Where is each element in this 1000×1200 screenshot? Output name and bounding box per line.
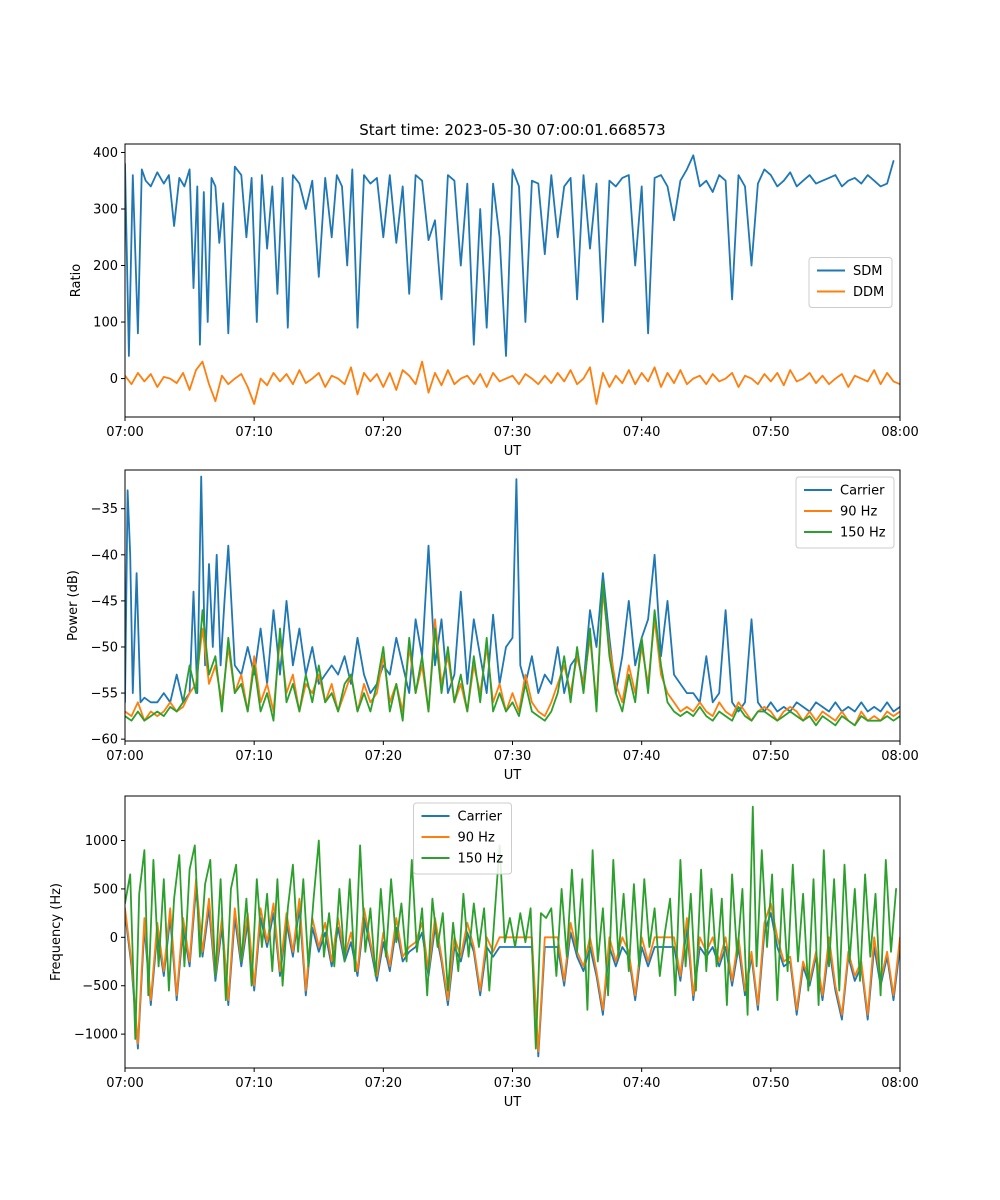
- ratio-y-tick-label: 200: [93, 259, 118, 274]
- ratio-x-tick-label: 07:10: [235, 425, 272, 440]
- ratio-x-tick-label: 07:50: [752, 425, 789, 440]
- power-legend-label-carrier: Carrier: [840, 484, 885, 499]
- power-legend: Carrier 90 Hz 150 Hz: [795, 476, 895, 549]
- power-x-tick-label: 07:30: [494, 749, 531, 764]
- ratio-x-tick-label: 07:40: [623, 425, 660, 440]
- ratio-series-sdm: [125, 154, 895, 357]
- ratio-y-axis-label: Ratio: [69, 264, 84, 297]
- ratio-x-tick-label: 07:30: [494, 425, 531, 440]
- frequency-x-tick-label: 07:10: [235, 1076, 272, 1091]
- power-y-tick-label: −40: [91, 548, 118, 563]
- ratio-x-tick-label: 08:00: [881, 425, 918, 440]
- power-x-axis-label: UT: [504, 768, 522, 783]
- ratio-legend-label-sdm: SDM: [853, 264, 882, 279]
- frequency-x-tick-label: 08:00: [881, 1076, 918, 1091]
- frequency-panel: 07:00 07:10 07:20 07:30 07:40 07:50 08:00 −1000…: [49, 795, 919, 1110]
- ratio-legend: SDM DDM: [808, 257, 893, 308]
- frequency-x-tick-label: 07:50: [752, 1076, 789, 1091]
- frequency-legend-label-150-hz: 150 Hz: [458, 852, 504, 867]
- frequency-series-150-hz: [125, 805, 897, 1050]
- ratio-x-axis-label: UT: [504, 444, 522, 459]
- ratio-series-ddm: [125, 360, 900, 405]
- power-legend-label-90-hz: 90 Hz: [840, 505, 877, 520]
- frequency-legend-label-carrier: Carrier: [458, 810, 503, 825]
- ratio-y-tick-label: 100: [93, 316, 118, 331]
- frequency-series-carrier: [125, 888, 900, 1058]
- ratio-x-tick-label: 07:00: [106, 425, 143, 440]
- frequency-y-tick-label: 0: [110, 931, 118, 946]
- power-x-tick-label: 07:00: [106, 749, 143, 764]
- power-x-tick-label: 08:00: [881, 749, 918, 764]
- frequency-y-tick-label: −500: [82, 979, 118, 994]
- power-y-tick-label: −50: [91, 640, 118, 655]
- power-y-tick-label: −55: [91, 687, 118, 702]
- frequency-y-tick-label: 1000: [85, 834, 118, 849]
- power-legend-label-150-hz: 150 Hz: [840, 526, 886, 541]
- power-y-tick-label: −60: [91, 733, 118, 748]
- ratio-y-tick-label: 400: [93, 146, 118, 161]
- frequency-y-tick-label: 500: [93, 882, 118, 897]
- power-y-tick-label: −35: [91, 502, 118, 517]
- power-x-tick-label: 07:50: [752, 749, 789, 764]
- frequency-y-tick-label: −1000: [74, 1028, 118, 1043]
- frequency-legend: Carrier 90 Hz 150 Hz: [413, 802, 512, 875]
- power-y-axis-label: Power (dB): [66, 570, 81, 641]
- frequency-x-tick-label: 07:00: [106, 1076, 143, 1091]
- power-x-tick-label: 07:20: [365, 749, 402, 764]
- power-y-tick-label: −45: [91, 594, 118, 609]
- power-series-90-hz: [125, 590, 900, 727]
- ratio-x-tick-label: 07:20: [365, 425, 402, 440]
- frequency-legend-label-90-hz: 90 Hz: [458, 831, 495, 846]
- power-panel: 07:00 07:10 07:20 07:30 07:40 07:50 08:00 −60 −5…: [66, 469, 919, 783]
- ratio-legend-label-ddm: DDM: [853, 285, 884, 300]
- frequency-x-tick-label: 07:40: [623, 1076, 660, 1091]
- frequency-x-axis-label: UT: [504, 1095, 522, 1110]
- frequency-y-axis-label: Frequency (Hz): [49, 883, 64, 981]
- figure-title: Start time: 2023-05-30 07:00:01.668573: [359, 121, 665, 139]
- power-x-tick-label: 07:10: [235, 749, 272, 764]
- frequency-x-tick-label: 07:20: [365, 1076, 402, 1091]
- ratio-panel: 07:00 07:10 07:20 07:30 07:40 07:50 08:00 0 100 2…: [69, 143, 919, 459]
- frequency-legend-box: [413, 802, 512, 875]
- power-series-150-hz: [125, 581, 900, 727]
- power-legend-box: [795, 476, 895, 549]
- power-x-tick-label: 07:40: [623, 749, 660, 764]
- ratio-y-tick-label: 300: [93, 203, 118, 218]
- frequency-x-tick-label: 07:30: [494, 1076, 531, 1091]
- ratio-y-tick-label: 0: [110, 372, 118, 387]
